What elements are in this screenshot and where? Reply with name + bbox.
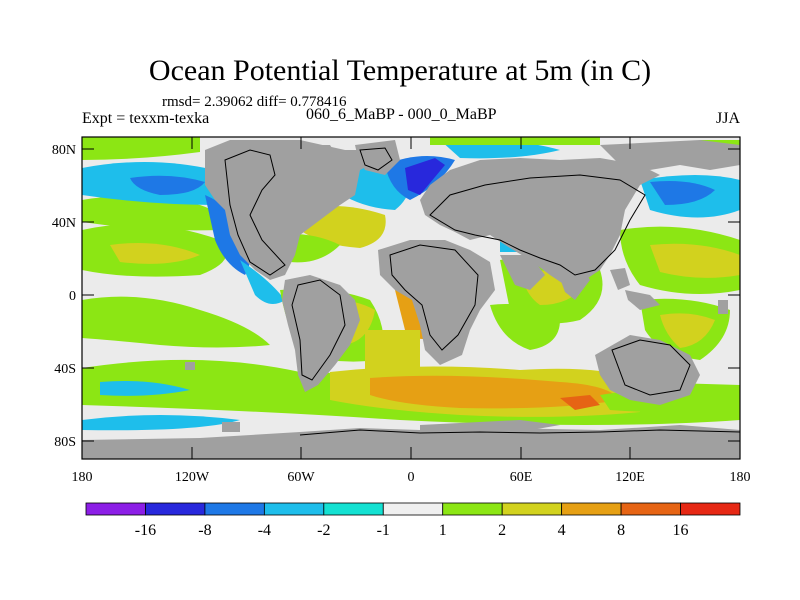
lat-label-eq: 0	[69, 289, 76, 304]
experiment-label: Expt = texxm-texka	[82, 110, 210, 127]
lon-label-120e: 120E	[615, 470, 645, 485]
colorbar-label: -1	[377, 522, 390, 539]
landmass-eurasia	[420, 158, 660, 285]
landmass-greenland	[355, 140, 400, 175]
colorbar-swatch	[382, 502, 444, 516]
colorbar-label: 2	[498, 522, 506, 539]
colorbar-swatch	[501, 502, 563, 516]
stats-label: rmsd= 2.39062 diff= 0.778416	[162, 94, 347, 110]
season-label: JJA	[715, 110, 740, 127]
difference-label: 060_6_MaBP - 000_0_MaBP	[306, 106, 497, 123]
latitude-ticks	[82, 148, 740, 442]
colorbar-label: -8	[198, 522, 211, 539]
anomaly-regions	[82, 137, 740, 431]
colorbar-swatch	[561, 502, 622, 516]
lon-label-120w: 120W	[175, 470, 210, 485]
lon-label-0: 0	[408, 470, 415, 485]
lat-label-40n: 40N	[52, 216, 76, 231]
colorbar-swatch	[620, 502, 681, 516]
colorbar-swatch	[85, 502, 146, 516]
landmass-north-america	[205, 140, 380, 280]
lat-label-40s: 40S	[54, 362, 76, 377]
landmass-africa	[378, 240, 495, 365]
colorbar: -16 -8 -4 -2 -1 1 2 4 8 16	[85, 502, 741, 539]
longitude-ticks	[81, 137, 741, 459]
colorbar-swatch	[204, 502, 265, 516]
colorbar-label: 16	[673, 522, 689, 539]
land-masses	[82, 140, 740, 459]
colorbar-swatch	[323, 502, 384, 516]
lon-label-180w: 180	[72, 470, 93, 485]
colorbar-swatch	[145, 502, 206, 516]
colorbar-swatch	[442, 502, 503, 516]
coastline-outlines	[224, 147, 740, 436]
landmass-antarctica	[82, 425, 740, 459]
lon-label-60e: 60E	[510, 470, 533, 485]
colorbar-label: 1	[439, 522, 447, 539]
colorbar-label: 4	[558, 522, 566, 539]
lat-label-80n: 80N	[52, 143, 76, 158]
colorbar-swatch	[680, 502, 741, 516]
colorbar-label: -4	[258, 522, 271, 539]
lon-label-60w: 60W	[287, 470, 315, 485]
colorbar-label: -16	[135, 522, 156, 539]
lat-label-80s: 80S	[54, 435, 76, 450]
colorbar-swatch	[263, 502, 325, 516]
colorbar-label: 8	[617, 522, 625, 539]
colorbar-label: -2	[317, 522, 330, 539]
plot-title: Ocean Potential Temperature at 5m (in C)	[148, 54, 652, 87]
lon-label-180e: 180	[730, 470, 751, 485]
